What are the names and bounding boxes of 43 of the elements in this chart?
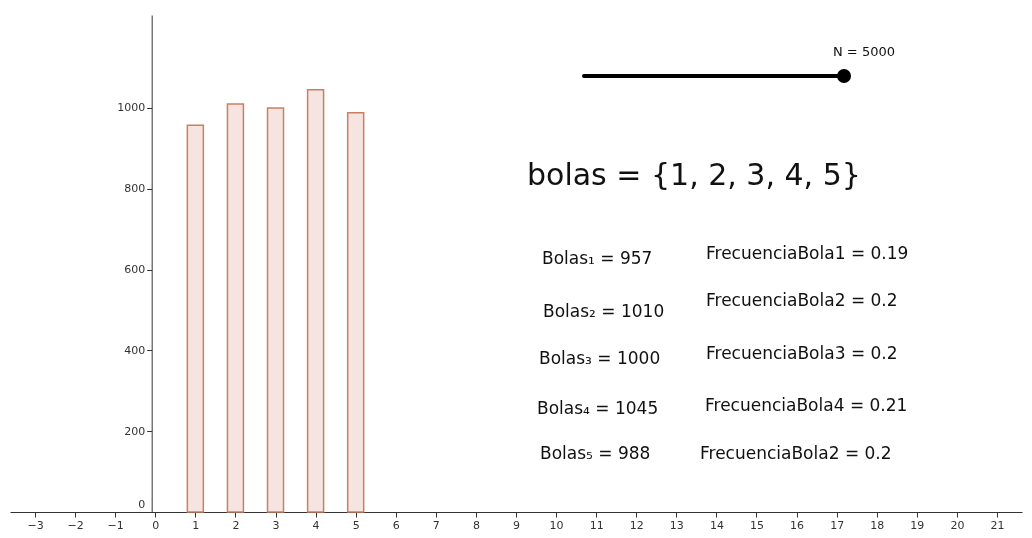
annotation: FrecuenciaBola4 = 0.21 — [705, 395, 908, 415]
x-tick-label: −3 — [27, 518, 44, 532]
annotation: FrecuenciaBola3 = 0.2 — [706, 343, 898, 363]
annotation: FrecuenciaBola2 = 0.2 — [706, 290, 898, 310]
x-tick-label: 21 — [990, 518, 1005, 532]
x-tick-label: 7 — [432, 518, 440, 532]
x-tick-label: 19 — [910, 518, 925, 532]
x-tick-label: 8 — [472, 518, 480, 532]
y-tick-label: 600 — [124, 263, 146, 277]
x-tick-label: −2 — [67, 518, 84, 532]
x-tick-label: 1 — [192, 518, 200, 532]
x-tick-label: 16 — [790, 518, 805, 532]
x-tick-label: 20 — [950, 518, 965, 532]
x-tick-label: 3 — [272, 518, 280, 532]
x-tick-label: 0 — [152, 518, 160, 532]
x-tick-label: 4 — [312, 518, 320, 532]
x-tick-label: 9 — [513, 518, 520, 532]
annotation: Bolas₅ = 988 — [540, 443, 651, 463]
annotation: FrecuenciaBola2 = 0.2 — [700, 443, 892, 463]
annotation: FrecuenciaBola1 = 0.19 — [706, 243, 909, 263]
x-tick-label: 15 — [749, 518, 764, 532]
annotation: N = 5000 — [833, 44, 895, 59]
annotation: Bolas₂ = 1010 — [543, 301, 665, 321]
x-tick-label: 12 — [629, 518, 644, 532]
annotation: Bolas₄ = 1045 — [537, 398, 659, 418]
y-tick-label: 800 — [124, 182, 146, 196]
y-tick-label: 0 — [138, 497, 146, 511]
annotation: Bolas₁ = 957 — [542, 248, 653, 268]
x-tick-label: −1 — [107, 518, 124, 532]
x-tick-label: 10 — [549, 518, 564, 532]
y-tick-label: 400 — [124, 343, 146, 357]
x-tick-label: 13 — [669, 518, 684, 532]
x-tick-label: 11 — [589, 518, 604, 532]
annotation: bolas = {1, 2, 3, 4, 5} — [527, 157, 861, 192]
x-tick-label: 14 — [709, 518, 724, 532]
x-tick-label: 17 — [830, 518, 845, 532]
y-tick-label: 200 — [124, 424, 146, 438]
annotation: Bolas₃ = 1000 — [539, 348, 661, 368]
x-tick-label: 5 — [352, 518, 360, 532]
x-tick-label: 18 — [870, 518, 885, 532]
x-tick-label: 2 — [232, 518, 240, 532]
y-tick-label: 1000 — [117, 101, 146, 115]
x-tick-label: 6 — [392, 518, 400, 532]
